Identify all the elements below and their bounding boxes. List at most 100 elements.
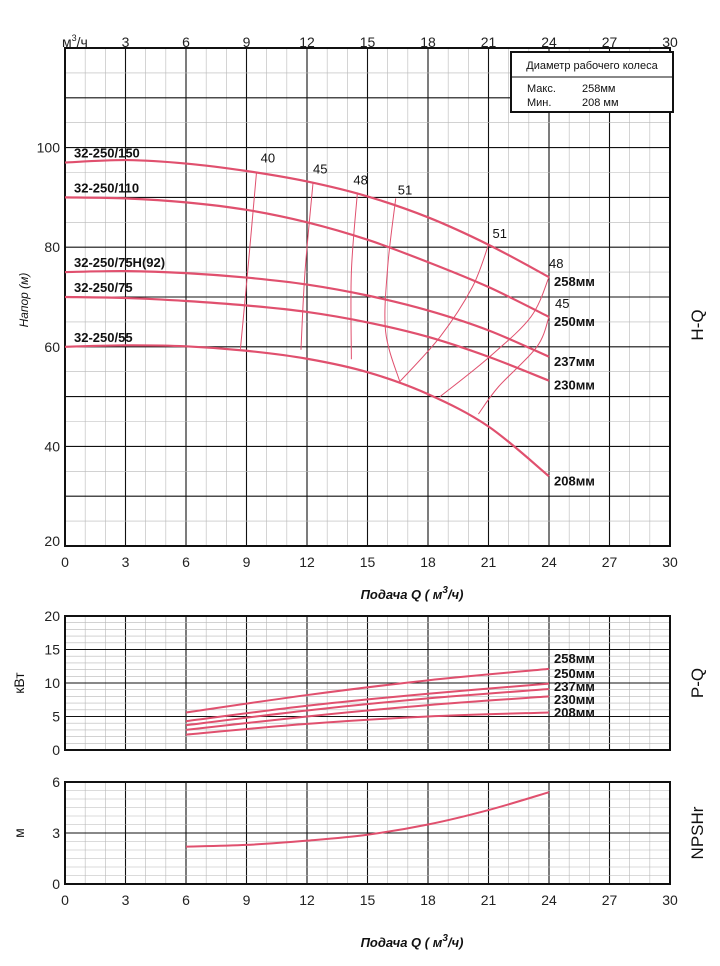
- pq-curve-230мм: [185, 695, 550, 731]
- x-label-suffix: /ч): [447, 935, 464, 950]
- pq-diameter-label: 258мм: [554, 651, 595, 666]
- efficiency-line-40: [239, 171, 258, 349]
- legend-min-label: Мин.: [527, 97, 551, 109]
- y-tick-label: 6: [52, 774, 60, 790]
- pq-y-axis-label: кВт: [11, 672, 27, 694]
- pq-diameter-label: 230мм: [554, 692, 595, 707]
- hq-curve-258мм: [64, 158, 550, 279]
- x-tick-label: 27: [602, 34, 618, 50]
- top-axis-unit: м3/ч: [62, 33, 88, 50]
- efficiency-line-45: [300, 182, 314, 350]
- diameter-legend: Диаметр рабочего колеса Макс. 258мм Мин.…: [510, 51, 674, 113]
- x-label-exp: 3: [442, 585, 448, 596]
- hq-y-axis-label: Напор (м): [17, 273, 31, 328]
- x-tick-label: 15: [360, 34, 376, 50]
- hq-curve-250мм: [64, 196, 550, 318]
- unit-top-base: м: [62, 34, 72, 50]
- hq-x-ticks-bottom: 0 3 6 9 12 15 18 21 24 27 30: [61, 554, 678, 570]
- hq-curve-208мм: [64, 344, 550, 478]
- efficiency-labels: 40 45 48 51 51 48 45: [261, 151, 570, 311]
- npsh-x-axis-label: Подача Q ( м3/ч): [361, 933, 464, 950]
- x-tick-label: 18: [420, 892, 436, 908]
- x-tick-label: 6: [182, 892, 190, 908]
- model-label: 32-250/55: [74, 330, 133, 345]
- efficiency-line-51: [399, 244, 489, 382]
- efficiency-label: 48: [549, 256, 563, 271]
- y-tick-label: 0: [52, 876, 60, 892]
- model-label: 32-250/75: [74, 280, 133, 295]
- y-tick-label: 80: [44, 239, 60, 255]
- hq-curve-237мм: [64, 269, 550, 358]
- hq-x-axis-label: Подача Q ( м3/ч): [361, 585, 464, 602]
- hq-y-ticks: 20 40 60 80 100: [37, 140, 61, 549]
- y-tick-label: 100: [37, 140, 61, 156]
- pq-curve-250мм: [185, 682, 550, 723]
- x-tick-label: 21: [481, 892, 497, 908]
- unit-top-suffix: /ч: [77, 34, 88, 50]
- pq-curve-208мм: [185, 711, 550, 736]
- model-label: 32-250/110: [74, 180, 139, 195]
- hq-side-label: H-Q: [688, 309, 707, 340]
- x-tick-label: 24: [541, 34, 557, 50]
- efficiency-line-51: [384, 198, 401, 382]
- pq-diameter-label: 208мм: [554, 705, 595, 720]
- legend-title: Диаметр рабочего колеса: [526, 60, 658, 72]
- x-tick-label: 3: [122, 892, 130, 908]
- x-tick-label: 6: [182, 554, 190, 570]
- efficiency-label: 51: [493, 226, 507, 241]
- npsh-y-axis-label: м: [11, 828, 27, 838]
- x-tick-label: 30: [662, 554, 678, 570]
- x-tick-label: 9: [243, 554, 251, 570]
- y-tick-label: 15: [44, 642, 60, 658]
- npsh-side-label: NPSHr: [688, 806, 707, 859]
- efficiency-line-48: [350, 192, 358, 360]
- model-label: 32-250/150: [74, 146, 140, 161]
- x-tick-label: 12: [299, 892, 315, 908]
- efficiency-label: 48: [353, 172, 367, 187]
- x-tick-label: 21: [481, 554, 497, 570]
- pq-plot-frame: [64, 615, 671, 751]
- npsh-panel: 0 3 6 0 3 6 9 12 15 18 21 24 27 30 м NPSHr Подача Q …: [11, 774, 707, 950]
- x-tick-label: 15: [360, 892, 376, 908]
- legend-max-value: 258мм: [582, 83, 615, 95]
- x-tick-label: 24: [541, 892, 557, 908]
- model-labels: 32-250/150 32-250/110 32-250/75H(92) 32-250…: [74, 146, 165, 345]
- hq-grid: [64, 47, 671, 547]
- hq-series: [64, 158, 550, 478]
- diameter-label: 237мм: [554, 354, 595, 369]
- x-tick-label: 30: [662, 892, 678, 908]
- efficiency-label: 40: [261, 151, 275, 166]
- pq-diameter-label: 250мм: [554, 666, 595, 681]
- x-tick-label: 27: [602, 554, 618, 570]
- efficiency-label: 51: [398, 182, 412, 197]
- legend-min-value: 208 мм: [582, 97, 619, 109]
- x-label-prefix: Подача Q ( м: [361, 587, 443, 602]
- x-label-exp: 3: [442, 933, 448, 944]
- x-tick-label: 9: [243, 892, 251, 908]
- npsh-series: [185, 791, 550, 848]
- model-label: 32-250/75H(92): [74, 255, 165, 270]
- diameter-label: 258мм: [554, 274, 595, 289]
- y-tick-label: 60: [44, 339, 60, 355]
- npsh-curve: [185, 791, 550, 848]
- x-tick-label: 15: [360, 554, 376, 570]
- efficiency-line-45: [478, 316, 550, 415]
- diameter-label: 208мм: [554, 473, 595, 488]
- hq-diameter-labels: 258мм 250мм 237мм 230мм 208мм: [554, 274, 595, 488]
- npsh-grid: [64, 781, 671, 885]
- x-tick-label: 27: [602, 892, 618, 908]
- legend-max-label: Макс.: [527, 83, 556, 95]
- y-tick-label: 5: [52, 709, 60, 725]
- y-tick-label: 20: [44, 608, 60, 624]
- npsh-y-ticks: 0 3 6: [52, 774, 60, 892]
- x-tick-label: 0: [61, 892, 69, 908]
- pq-curve-237мм: [185, 688, 550, 727]
- x-tick-label: 3: [122, 34, 130, 50]
- x-tick-label: 18: [420, 554, 436, 570]
- efficiency-label: 45: [555, 296, 569, 311]
- x-tick-label: 6: [182, 34, 190, 50]
- x-tick-label: 9: [243, 34, 251, 50]
